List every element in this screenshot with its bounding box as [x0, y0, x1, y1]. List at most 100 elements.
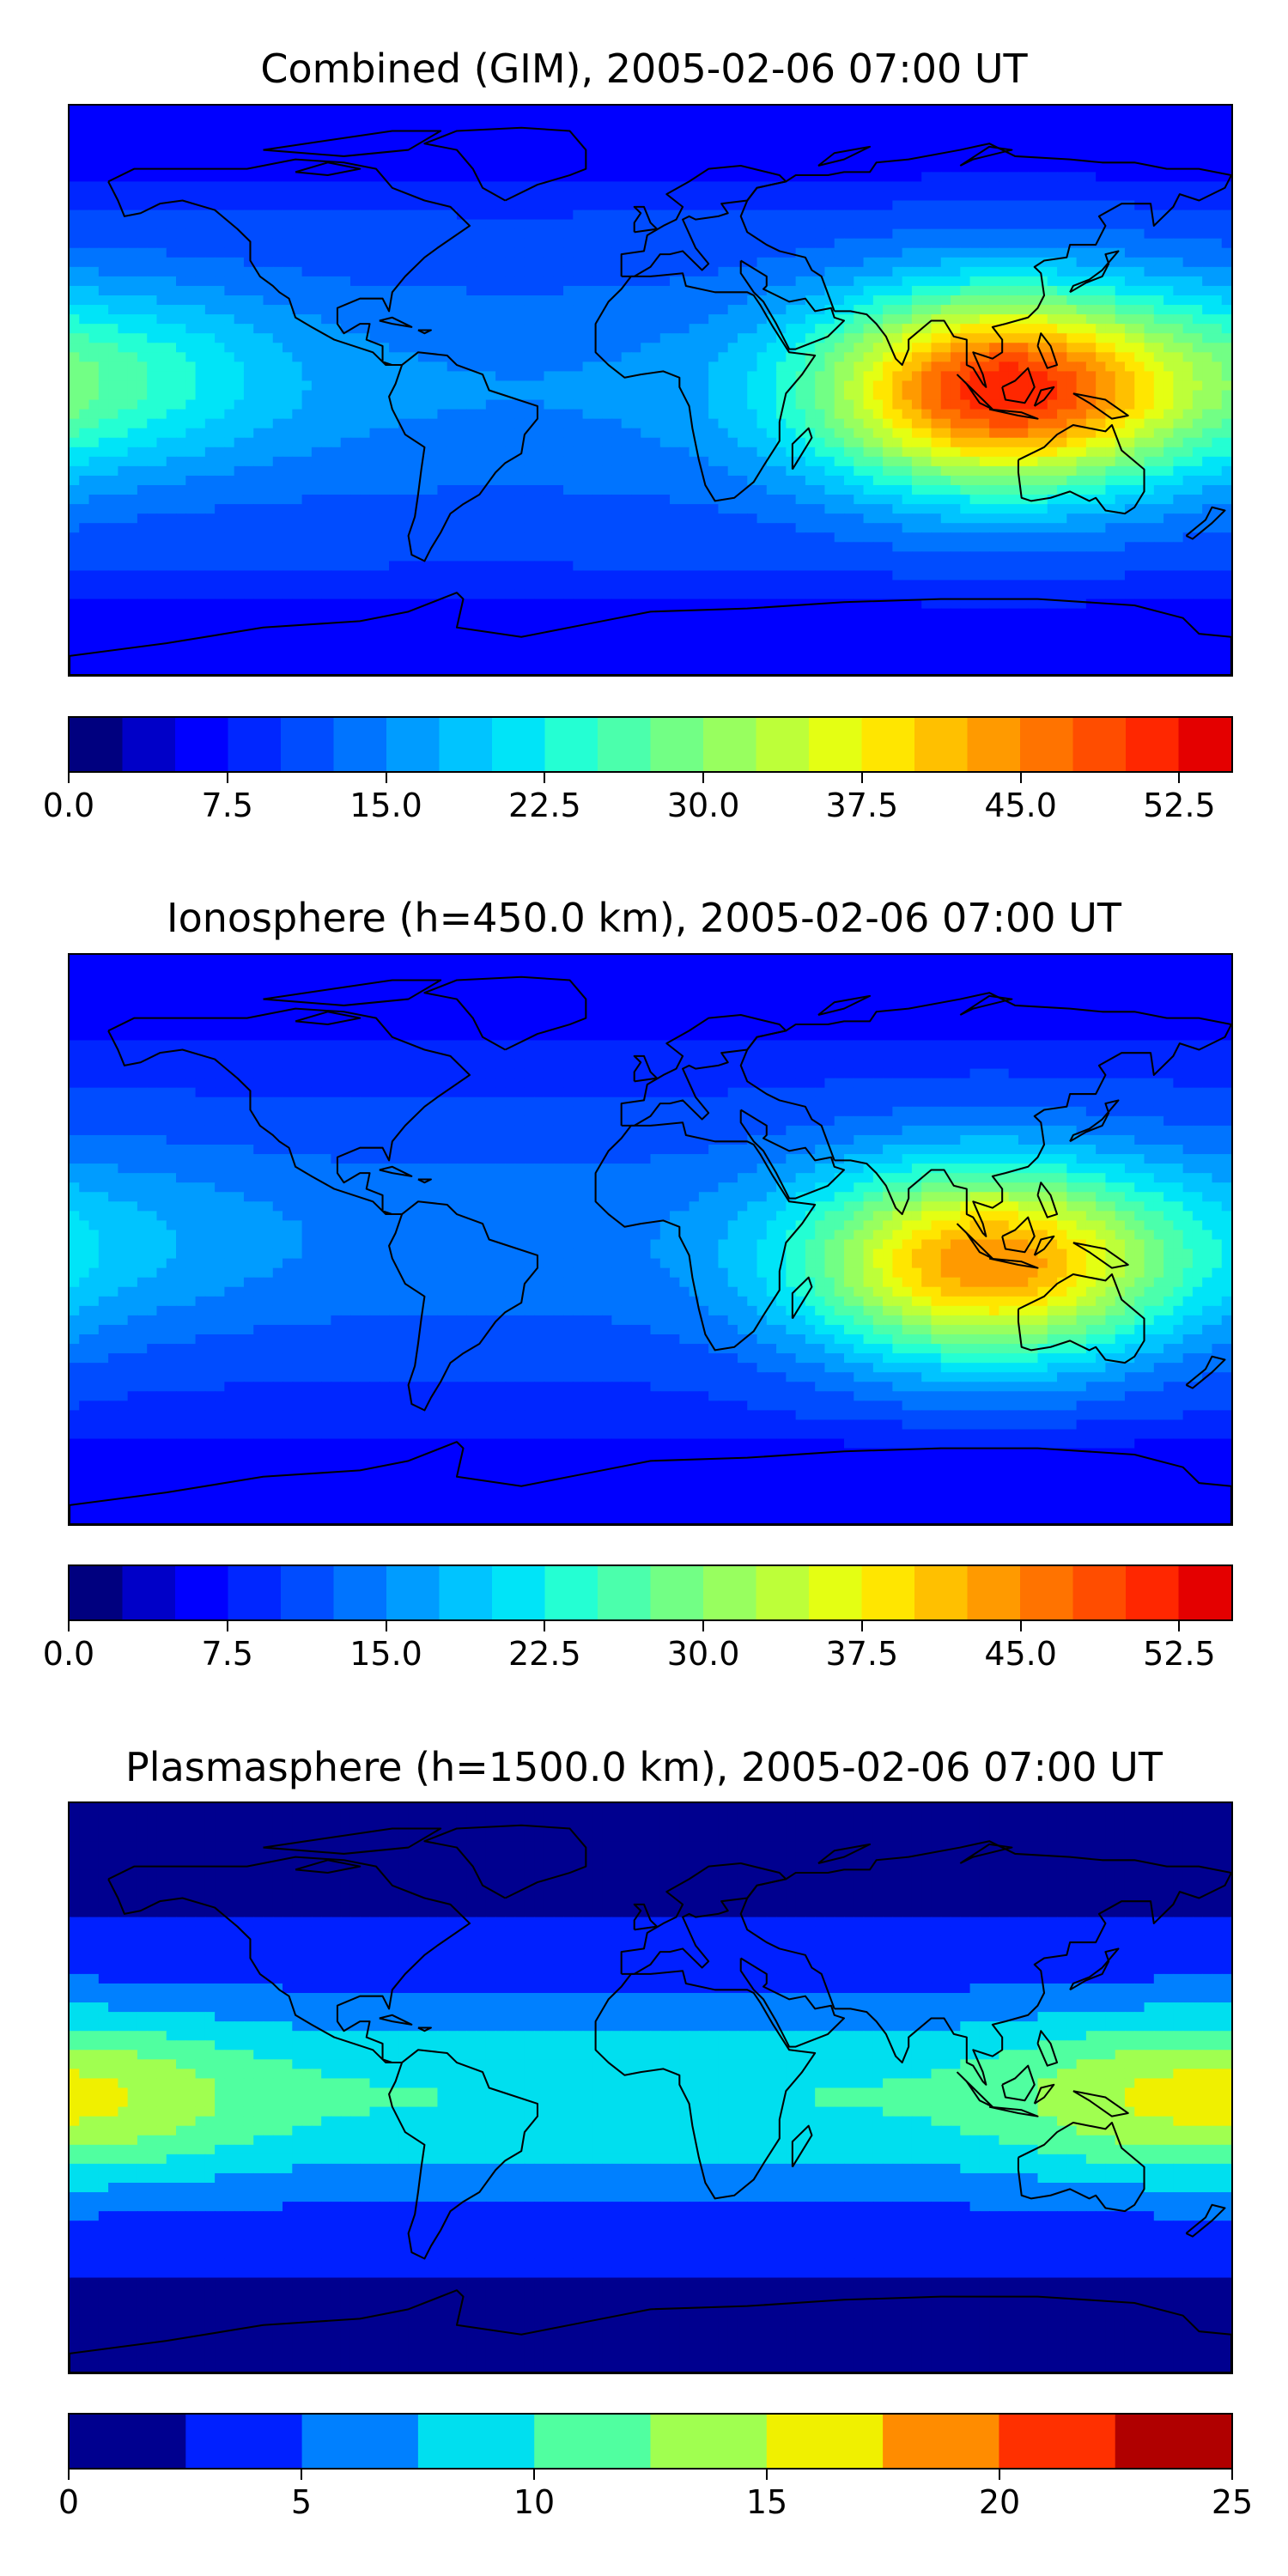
combined-cell: [563, 390, 574, 401]
combined-cell: [931, 314, 942, 325]
combined-cell: [1163, 485, 1175, 495]
combined-cell: [1153, 409, 1164, 420]
combined-cell: [747, 238, 758, 249]
combined-cell: [340, 352, 351, 363]
combined-cell: [195, 361, 206, 373]
combined-cell: [1096, 162, 1107, 173]
combined-cell: [127, 266, 138, 277]
combined-cell: [756, 238, 768, 249]
combined-cell: [641, 172, 652, 183]
combined-cell: [466, 181, 477, 192]
combined-cell: [1028, 437, 1039, 448]
combined-cell: [1221, 333, 1231, 343]
combined-cell: [428, 115, 439, 125]
combined-cell: [127, 465, 138, 477]
combined-cell: [70, 361, 81, 373]
combined-cell: [272, 465, 283, 477]
combined-cell: [204, 106, 216, 116]
combined-cell: [892, 352, 903, 363]
combined-cell: [602, 257, 613, 268]
combined-cell: [185, 380, 197, 392]
combined-cell: [641, 134, 652, 144]
combined-cell: [137, 456, 148, 467]
combined-cell: [592, 238, 603, 249]
combined-cell: [698, 257, 709, 268]
combined-cell: [476, 276, 487, 287]
combined-cell: [195, 352, 206, 363]
combined-cell: [243, 485, 254, 495]
combined-cell: [156, 115, 167, 125]
combined-cell: [1144, 134, 1155, 144]
combined-cell: [940, 380, 951, 392]
combined-cell: [253, 247, 264, 258]
combined-cell: [1212, 228, 1223, 240]
combined-cell: [88, 456, 100, 467]
combined-cell: [1028, 276, 1039, 287]
combined-cell: [428, 143, 439, 154]
combined-cell: [747, 437, 758, 448]
combined-cell: [1124, 257, 1136, 268]
combined-cell: [1202, 399, 1213, 410]
combined-cell: [1134, 371, 1145, 382]
combined-cell: [872, 409, 884, 420]
combined-cell: [1096, 428, 1107, 439]
combined-cell: [659, 125, 671, 135]
combined-cell: [137, 352, 148, 363]
combined-cell: [621, 465, 632, 477]
combined-cell: [457, 475, 468, 486]
combined-cell: [892, 210, 903, 221]
combined-cell: [872, 257, 884, 268]
combined-cell: [98, 219, 109, 230]
combined-cell: [1134, 191, 1145, 202]
combined-cell: [766, 390, 777, 401]
combined-cell: [902, 106, 913, 116]
combined-cell: [940, 475, 951, 486]
combined-cell: [727, 172, 738, 183]
combined-cell: [1202, 238, 1213, 249]
combined-cell: [234, 295, 245, 306]
combined-cell: [999, 134, 1010, 144]
combined-cell: [272, 418, 283, 429]
combined-cell: [979, 115, 990, 125]
combined-cell: [505, 465, 516, 477]
combined-cell: [563, 172, 574, 183]
combined-cell: [611, 200, 623, 211]
combined-cell: [1047, 465, 1058, 477]
combined-cell: [70, 456, 81, 467]
combined-cell: [1096, 305, 1107, 315]
combined-cell: [999, 418, 1010, 429]
combined-cell: [331, 191, 342, 202]
combined-cell: [398, 276, 410, 287]
combined-cell: [253, 409, 264, 420]
combined-cell: [389, 371, 400, 382]
combined-cell: [795, 143, 806, 154]
combined-cell: [766, 343, 777, 354]
combined-cell: [989, 219, 1000, 230]
combined-cell: [156, 295, 167, 306]
combined-cell: [215, 247, 226, 258]
combined-cell: [999, 447, 1010, 458]
combined-cell: [553, 447, 564, 458]
combined-cell: [1047, 390, 1058, 401]
combined-cell: [592, 465, 603, 477]
combined-cell: [1066, 428, 1078, 439]
combined-cell: [398, 162, 410, 173]
combined-cell: [253, 134, 264, 144]
combined-cell: [630, 437, 641, 448]
combined-cell: [524, 333, 535, 343]
combined-cell: [147, 324, 158, 334]
combined-cell: [698, 219, 709, 230]
combined-cell: [902, 456, 913, 467]
combined-cell: [301, 428, 313, 439]
combined-cell: [147, 162, 158, 173]
combined-cell: [960, 324, 971, 334]
combined-cell: [485, 447, 496, 458]
combined-cell: [1221, 399, 1231, 410]
combined-cell: [766, 106, 777, 116]
combined-cell: [476, 409, 487, 420]
combined-cell: [544, 210, 555, 221]
combined-cell: [321, 437, 332, 448]
combined-cell: [805, 276, 816, 287]
combined-cell: [1028, 295, 1039, 306]
combined-cell: [573, 172, 584, 183]
